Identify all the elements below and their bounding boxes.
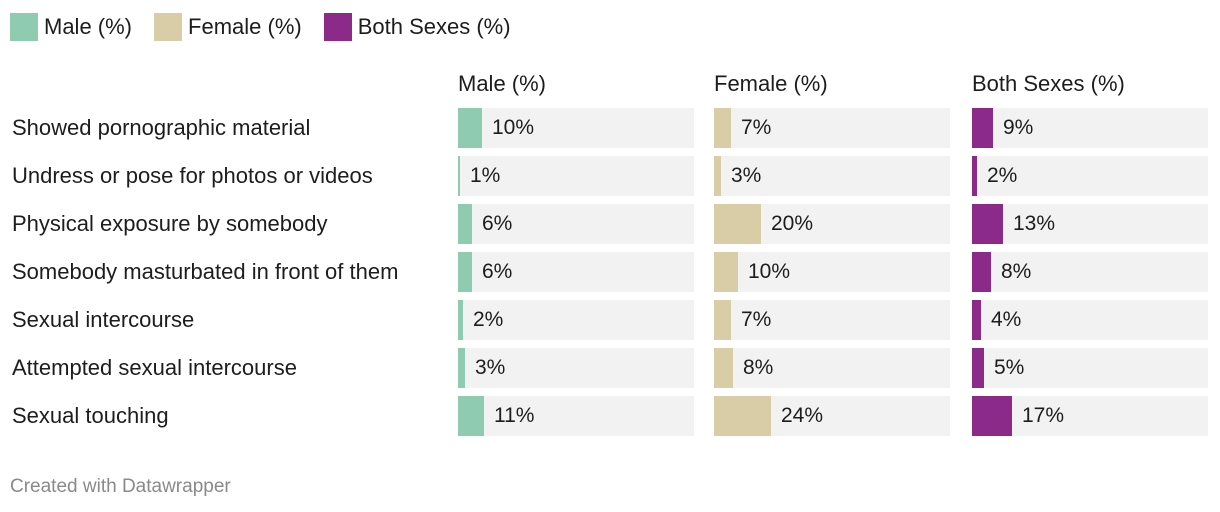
column-header-1: Female (%) [714,71,828,96]
legend-item-female: Female (%) [154,13,302,41]
bar [972,156,977,196]
column-header-0: Male (%) [458,71,547,96]
bar-value-label: 20% [771,212,814,235]
bar-track: 6% [458,204,694,244]
bar [458,204,472,244]
bar-track: 2% [458,300,694,340]
bar-track: 7% [714,108,950,148]
bar [714,252,738,292]
bar [972,252,991,292]
bar-track: 1% [458,156,694,196]
bar-value-label: 6% [482,260,513,283]
bar [458,396,484,436]
bar-track: 5% [972,348,1208,388]
bar [458,348,465,388]
bar-track: 10% [458,108,694,148]
legend-label-male: Male (%) [44,14,133,39]
bar-value-label: 10% [492,116,535,139]
legend-item-both: Both Sexes (%) [323,13,511,41]
bar-track: 9% [972,108,1208,148]
bar-value-label: 6% [482,212,513,235]
bar-track: 7% [714,300,950,340]
bar-track: 24% [714,396,950,436]
bar [714,204,761,244]
legend-swatch-both [323,13,352,41]
bar [714,108,731,148]
bar-track: 10% [714,252,950,292]
bar [714,396,771,436]
bar [458,108,482,148]
bar-track: 2% [972,156,1208,196]
bar-value-label: 8% [1001,260,1032,283]
bar-value-label: 5% [994,356,1025,379]
bar-value-label: 3% [731,164,762,187]
bar-track: 13% [972,204,1208,244]
bar [458,156,460,196]
row-label-1: Undress or pose for photos or videos [12,163,373,188]
column-header-2: Both Sexes (%) [972,71,1125,96]
bar-track: 20% [714,204,950,244]
legend-swatch-female [154,13,183,41]
bar-track: 17% [972,396,1208,436]
row-label-4: Sexual intercourse [12,307,195,332]
bar-track: 3% [714,156,950,196]
bar-value-label: 11% [494,404,535,427]
bar-track: 6% [458,252,694,292]
row-label-5: Attempted sexual intercourse [12,355,297,380]
legend-label-female: Female (%) [188,14,302,39]
bar-value-label: 17% [1022,404,1065,427]
bar-value-label: 2% [987,164,1018,187]
bar-value-label: 13% [1013,212,1056,235]
bar [972,396,1012,436]
legend-swatch-male [10,13,38,41]
bar-track: 3% [458,348,694,388]
bar [714,348,733,388]
bar [972,204,1003,244]
legend-item-male: Male (%) [10,13,132,41]
bar-track: 11% [458,396,694,436]
bar [972,300,981,340]
bar-value-label: 9% [1003,116,1034,139]
bar-track: 4% [972,300,1208,340]
bar [714,300,731,340]
bar-value-label: 3% [475,356,506,379]
bar-value-label: 7% [741,116,772,139]
bar-track: 8% [714,348,950,388]
row-label-6: Sexual touching [12,403,169,428]
row-label-0: Showed pornographic material [12,115,311,140]
bar-value-label: 7% [741,308,772,331]
bar-value-label: 24% [781,404,824,427]
row-label-2: Physical exposure by somebody [12,211,328,236]
bar [458,252,472,292]
bar [972,348,984,388]
bar [458,300,463,340]
bar [714,156,721,196]
bar-value-label: 1% [470,164,501,187]
legend-label-both: Both Sexes (%) [357,14,511,39]
bar-value-label: 8% [743,356,774,379]
bar-value-label: 10% [748,260,791,283]
bar-track: 8% [972,252,1208,292]
row-label-3: Somebody masturbated in front of them [12,259,399,284]
bar [972,108,993,148]
datawrapper-credit: Created with Datawrapper [10,476,231,497]
bar-value-label: 2% [473,308,504,331]
legend: Male (%) Female (%) Both Sexes (%) [10,12,533,42]
bar-value-label: 4% [991,308,1022,331]
